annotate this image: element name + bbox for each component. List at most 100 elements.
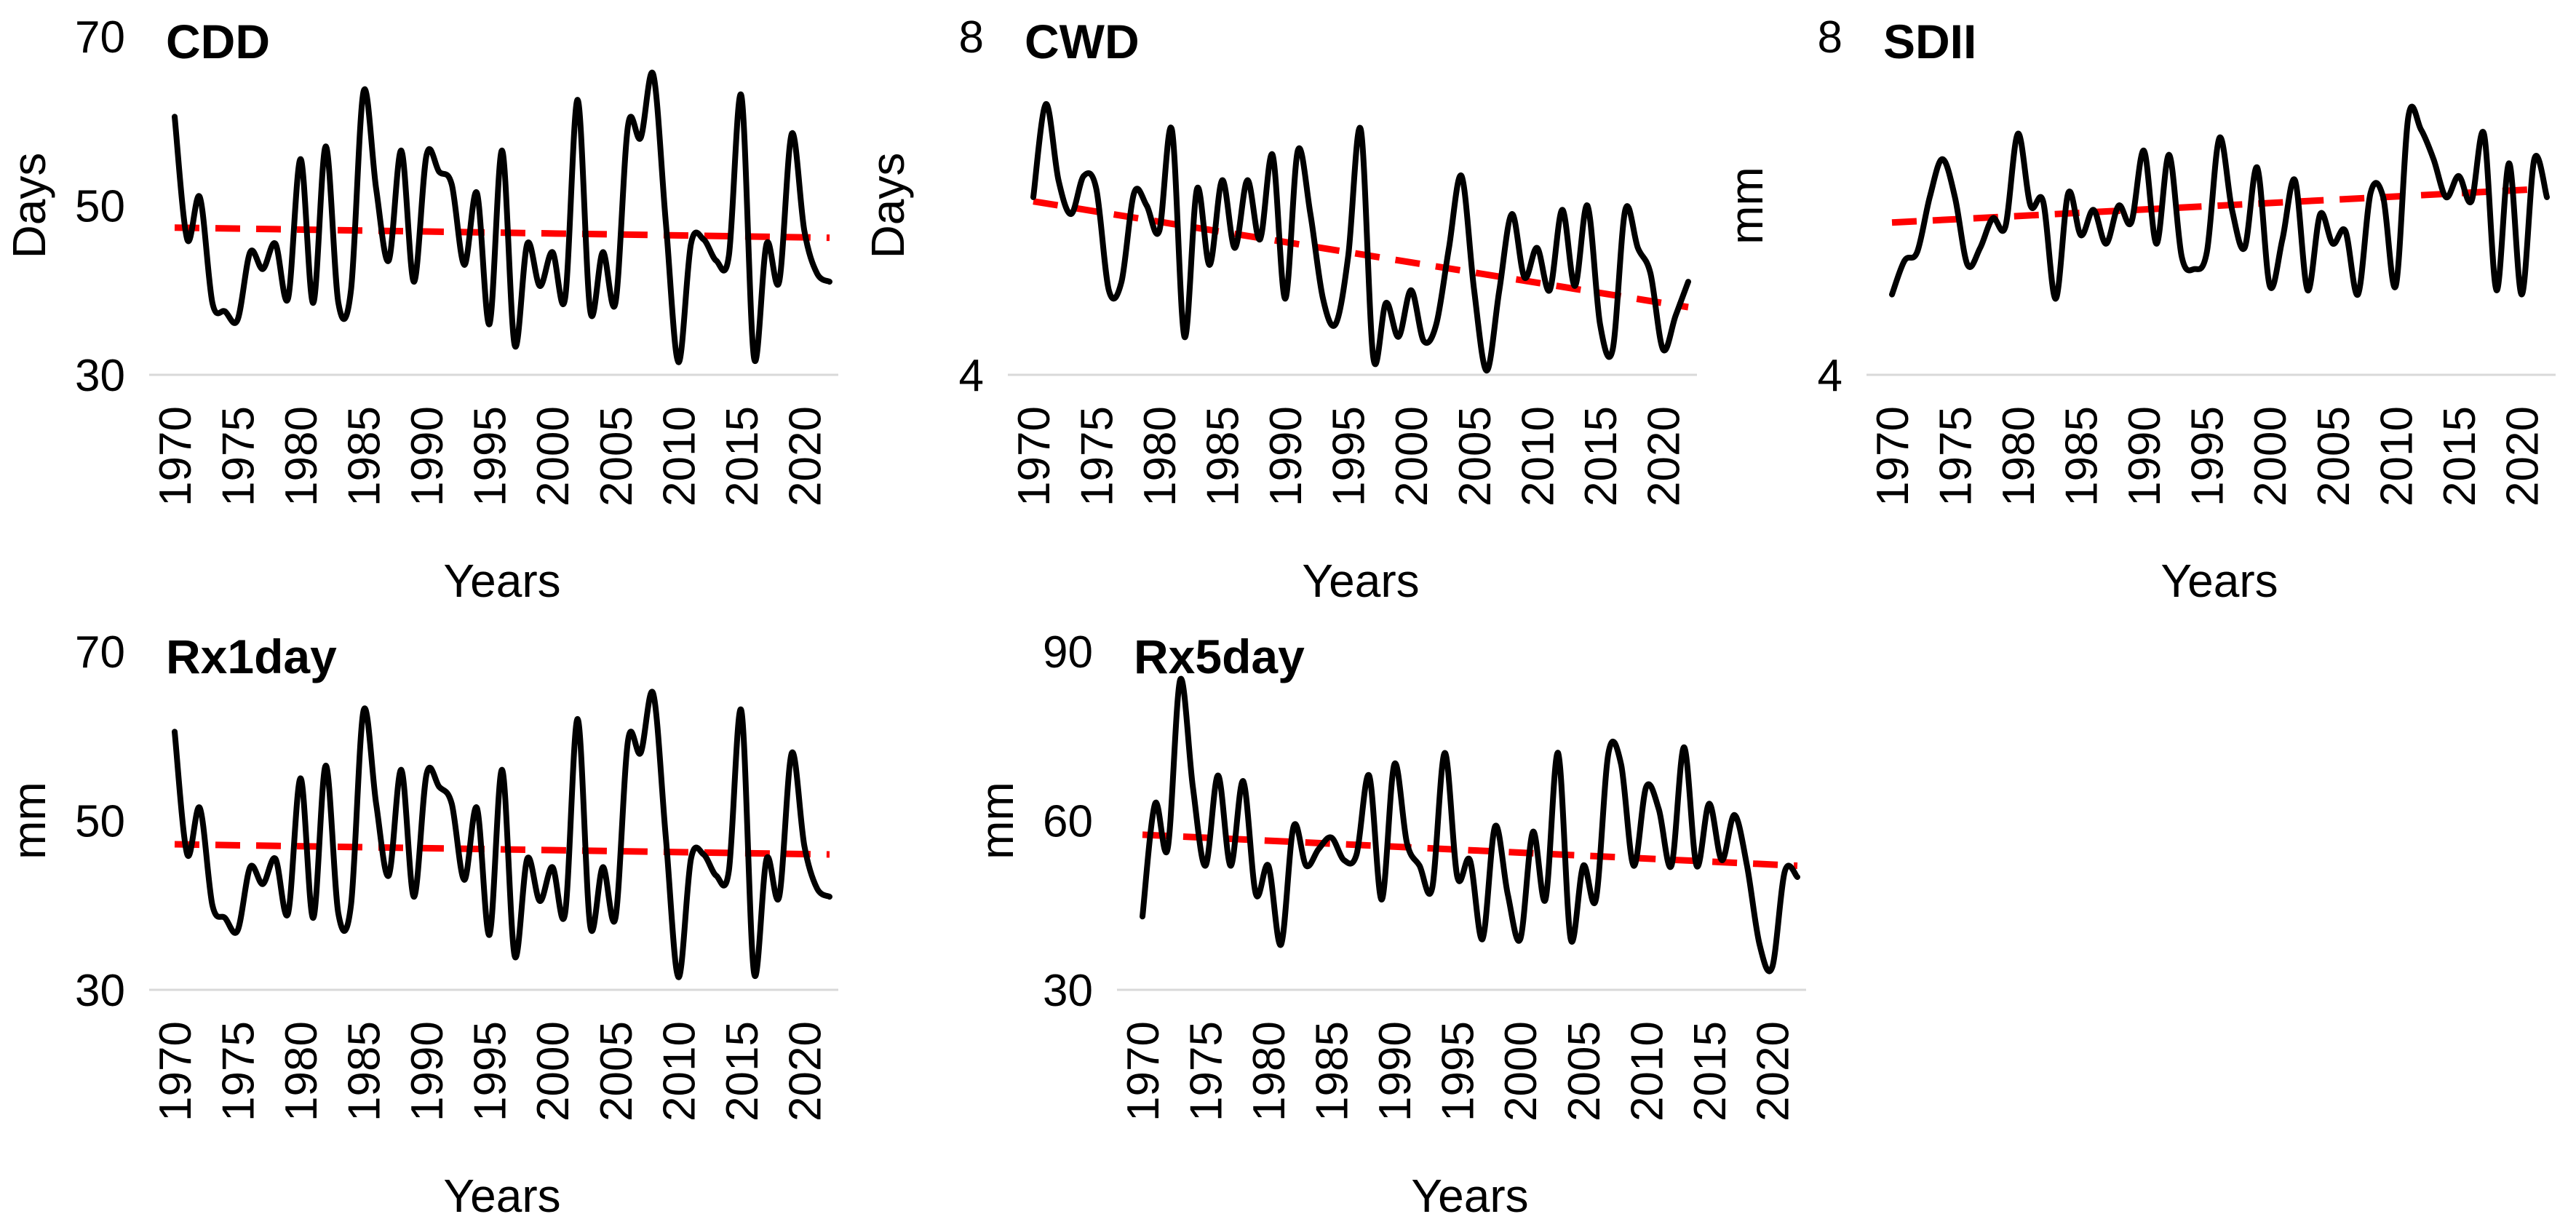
x-tick-label: 1985	[340, 406, 390, 507]
x-tick-label: 2000	[528, 406, 579, 507]
x-tick-label: 2015	[717, 1021, 768, 1122]
x-tick-label: 1980	[1994, 406, 2044, 507]
top-row: 70 50 30 Days CDD 1970 1975 1980 1985 1990 1995 200…	[0, 0, 2576, 615]
x-tick-label: 2000	[2246, 406, 2296, 507]
trend-line	[174, 841, 830, 858]
y-tick-label: 50	[75, 797, 125, 847]
y-tick-label: 70	[75, 627, 125, 678]
x-tick-label: 1975	[1182, 1021, 1232, 1122]
x-tick-label: 2015	[717, 406, 768, 507]
chart-title: CWD	[1025, 15, 1140, 68]
x-tick-label: 1975	[214, 1021, 264, 1122]
y-tick-label: 30	[75, 351, 125, 401]
x-tick-label: 2005	[592, 406, 642, 507]
x-tick-label: 2020	[2497, 406, 2548, 507]
y-tick-label: 4	[1818, 351, 1842, 401]
x-tick-label: 2000	[1387, 406, 1437, 507]
x-axis-title: Years	[443, 1170, 560, 1222]
y-tick-label: 30	[1043, 966, 1093, 1016]
x-tick-label: 2010	[1622, 1021, 1672, 1122]
x-axis-title: Years	[1302, 555, 1419, 607]
x-tick-label: 2005	[2309, 406, 2359, 507]
y-tick-label: 8	[959, 12, 984, 63]
y-axis-title: mm	[1720, 167, 1773, 245]
y-tick-label: 90	[1043, 627, 1093, 678]
x-tick-label: 2020	[780, 1021, 830, 1122]
y-axis-title: mm	[3, 782, 55, 860]
chart-cdd: 70 50 30 Days CDD 1970 1975 1980 1985 1990 1995 200…	[0, 0, 859, 615]
x-tick-label: 1975	[1073, 406, 1123, 507]
x-tick-label: 1980	[277, 1021, 327, 1122]
trend-line	[174, 224, 830, 242]
x-tick-label: 1980	[1244, 1021, 1295, 1122]
x-tick-label: 1990	[402, 1021, 453, 1122]
x-tick-label: 1980	[277, 406, 327, 507]
x-tick-label: 1970	[1118, 1021, 1169, 1122]
series-line	[172, 69, 832, 365]
bottom-row: 70 50 30 mm Rx1day 1970 1975 1980 1985 1990 1995 20…	[0, 615, 2576, 1230]
series-line	[1889, 103, 2550, 302]
x-tick-label: 2005	[592, 1021, 642, 1122]
x-tick-label: 1995	[466, 406, 516, 507]
chart-title: Rx5day	[1134, 630, 1305, 683]
x-tick-label: 1985	[2057, 406, 2107, 507]
y-axis-title: Days	[862, 153, 914, 259]
x-tick-label: 2015	[2435, 406, 2485, 507]
x-tick-label: 1980	[1135, 406, 1185, 507]
x-tick-label: 1995	[466, 1021, 516, 1122]
x-tick-label: 2020	[1639, 406, 1689, 507]
x-axis-title: Years	[2160, 555, 2278, 607]
x-tick-label: 1970	[1868, 406, 1918, 507]
y-tick-label: 8	[1818, 12, 1842, 63]
y-tick-label: 60	[1043, 797, 1093, 847]
x-tick-label: 2010	[654, 1021, 704, 1122]
y-axis-title: mm	[971, 782, 1023, 860]
chart-title: SDII	[1883, 15, 1976, 68]
series-line	[172, 689, 832, 980]
x-tick-label: 1985	[340, 1021, 390, 1122]
x-tick-label: 2000	[1496, 1021, 1546, 1122]
x-tick-label: 1975	[214, 406, 264, 507]
x-axis-title: Years	[1411, 1170, 1528, 1222]
series-line	[1140, 675, 1800, 975]
chart-title: Rx1day	[166, 630, 337, 683]
x-tick-label: 1990	[1261, 406, 1311, 507]
chart-rx5day: 90 60 30 mm Rx5day 1970 1975 1980 1985 1990 1995 20…	[968, 615, 1826, 1230]
x-tick-label: 1995	[2183, 406, 2233, 507]
x-tick-label: 1970	[1009, 406, 1060, 507]
trend-line	[1891, 185, 2548, 226]
y-tick-label: 30	[75, 966, 125, 1016]
chart-sdii: 8 4 mm SDII 1970 1975 1980 1985 1990 1995 2000 2005…	[1717, 0, 2576, 615]
chart-rx1day: 70 50 30 mm Rx1day 1970 1975 1980 1985 1990 1995 20…	[0, 615, 859, 1230]
x-tick-label: 1995	[1324, 406, 1375, 507]
x-tick-label: 2020	[1748, 1021, 1798, 1122]
x-tick-label: 1990	[402, 406, 453, 507]
sdii-plot: 8 4 mm SDII 1970 1975 1980 1985 1990 1995 2000 2005…	[1720, 12, 2556, 607]
trend-line	[1033, 198, 1689, 311]
x-tick-label: 2005	[1559, 1021, 1610, 1122]
x-tick-label: 1970	[151, 406, 201, 507]
x-tick-label: 2015	[1685, 1021, 1736, 1122]
y-tick-label: 4	[959, 351, 984, 401]
x-tick-label: 2010	[654, 406, 704, 507]
x-tick-label: 2010	[2372, 406, 2422, 507]
cwd-plot: 8 4 Days CWD 1970 1975 1980 1985 1990 1995 2000 200…	[862, 12, 1697, 607]
x-tick-label: 1985	[1198, 406, 1249, 507]
x-tick-label: 2020	[780, 406, 830, 507]
trend-line	[1142, 831, 1798, 869]
x-tick-label: 1995	[1434, 1021, 1484, 1122]
y-tick-label: 50	[75, 182, 125, 232]
x-tick-label: 2015	[1576, 406, 1626, 507]
x-tick-label: 1990	[1370, 1021, 1420, 1122]
x-tick-label: 2000	[528, 1021, 579, 1122]
x-tick-label: 1970	[151, 1021, 201, 1122]
x-tick-label: 2010	[1513, 406, 1563, 507]
x-tick-label: 1975	[1931, 406, 1981, 507]
x-tick-label: 2005	[1450, 406, 1500, 507]
chart-cwd: 8 4 Days CWD 1970 1975 1980 1985 1990 1995 2000 200…	[859, 0, 1717, 615]
series-line	[1030, 100, 1691, 374]
